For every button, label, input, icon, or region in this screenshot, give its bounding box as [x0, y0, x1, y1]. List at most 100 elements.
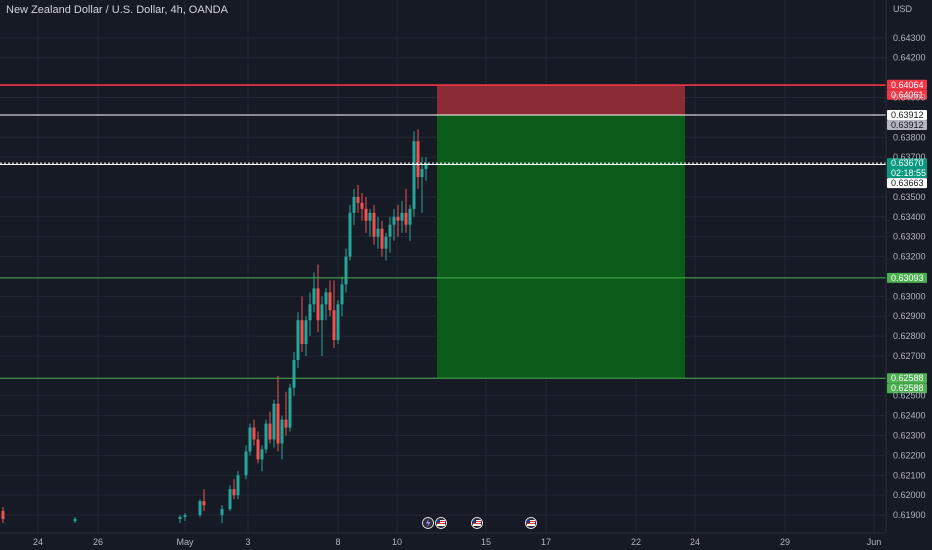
candle-body: [420, 169, 424, 178]
position-zones[interactable]: [437, 84, 685, 379]
candle[interactable]: [292, 352, 296, 396]
candle[interactable]: [328, 280, 332, 317]
candle[interactable]: [404, 188, 408, 233]
x-tick-label: 15: [481, 537, 491, 547]
candle[interactable]: [308, 292, 312, 337]
candle[interactable]: [412, 131, 416, 217]
y-tick-label: 0.64300: [893, 33, 926, 43]
candle[interactable]: [236, 471, 240, 500]
flag-canton: [473, 520, 476, 523]
candle[interactable]: [178, 515, 182, 523]
candle[interactable]: [296, 312, 300, 368]
price-label-target-2[interactable]: 0.62588: [887, 383, 927, 394]
candle-body: [404, 212, 408, 225]
candle[interactable]: [380, 220, 384, 257]
candle[interactable]: [376, 216, 380, 249]
candle[interactable]: [360, 192, 364, 221]
flag-stripe: [527, 523, 535, 524]
candle[interactable]: [272, 399, 276, 448]
events[interactable]: [422, 517, 537, 529]
candle[interactable]: [312, 272, 316, 313]
candle[interactable]: [408, 204, 412, 241]
candle[interactable]: [388, 216, 392, 253]
lightning-icon[interactable]: [422, 517, 434, 529]
us-flag-icon[interactable]: [435, 517, 447, 529]
y-tick-label: 0.64200: [893, 53, 926, 63]
candle[interactable]: [340, 276, 344, 317]
candle[interactable]: [336, 300, 340, 345]
candle[interactable]: [396, 204, 400, 237]
price-label-text: 0.63093: [891, 273, 924, 283]
us-flag-icon[interactable]: [471, 517, 483, 529]
candle[interactable]: [384, 232, 388, 261]
candle[interactable]: [416, 129, 420, 189]
candle[interactable]: [324, 288, 328, 321]
candle[interactable]: [400, 200, 404, 233]
candle[interactable]: [228, 485, 232, 512]
price-label-stop-2[interactable]: 0.64061: [887, 89, 927, 100]
price-label-mid[interactable]: 0.63663: [887, 178, 927, 189]
y-tick-label: 0.62500: [893, 391, 926, 401]
price-label-support[interactable]: 0.63093: [887, 272, 927, 283]
price-label-stop[interactable]: 0.64064: [887, 79, 927, 90]
candle[interactable]: [248, 423, 252, 456]
candle-body: [284, 419, 288, 428]
candle-body: [304, 320, 308, 345]
candle-body: [236, 475, 240, 496]
candle[interactable]: [268, 411, 272, 444]
candle-body: [280, 419, 284, 444]
candle-body: [244, 451, 248, 476]
price-label-entry[interactable]: 0.63912: [887, 109, 927, 120]
candle-body: [228, 489, 232, 510]
take-profit-zone[interactable]: [437, 114, 685, 379]
candle[interactable]: [264, 419, 268, 454]
candle-body: [376, 228, 380, 237]
candle[interactable]: [183, 513, 187, 522]
candle[interactable]: [244, 445, 248, 480]
candle[interactable]: [73, 517, 77, 523]
price-label-text: 0.62588: [891, 383, 924, 393]
candle[interactable]: [288, 383, 292, 432]
candle[interactable]: [372, 204, 376, 245]
candle[interactable]: [260, 445, 264, 472]
candle[interactable]: [316, 264, 320, 333]
price-label-target[interactable]: 0.62588: [887, 373, 927, 384]
candle[interactable]: [220, 505, 224, 523]
x-tick-label: Jun: [867, 537, 882, 547]
candle[interactable]: [364, 196, 368, 233]
candle-body: [256, 439, 260, 460]
candle-body: [198, 501, 202, 516]
candle[interactable]: [356, 184, 360, 213]
candle[interactable]: [332, 280, 336, 349]
stop-loss-zone[interactable]: [437, 84, 685, 115]
candle[interactable]: [320, 296, 324, 356]
candle[interactable]: [202, 489, 206, 512]
candle[interactable]: [256, 431, 260, 464]
us-flag-icon[interactable]: [525, 517, 537, 529]
candle[interactable]: [252, 419, 256, 446]
candle[interactable]: [300, 296, 304, 353]
candle-body: [1, 511, 5, 520]
candle[interactable]: [1, 507, 5, 523]
price-label-entry-2[interactable]: 0.63912: [887, 119, 927, 130]
candles[interactable]: [1, 129, 428, 523]
candle[interactable]: [368, 208, 372, 237]
candle-body: [220, 509, 224, 516]
candle[interactable]: [392, 208, 396, 241]
price-label-box: [887, 373, 927, 384]
candle[interactable]: [276, 375, 280, 452]
candle[interactable]: [232, 479, 236, 500]
candle[interactable]: [304, 316, 308, 356]
candle[interactable]: [198, 499, 202, 518]
candle[interactable]: [344, 248, 348, 293]
candle[interactable]: [348, 204, 352, 261]
candle[interactable]: [352, 188, 356, 225]
candle[interactable]: [284, 391, 288, 436]
candle[interactable]: [424, 157, 428, 182]
candle[interactable]: [280, 415, 284, 460]
candle[interactable]: [420, 157, 424, 213]
